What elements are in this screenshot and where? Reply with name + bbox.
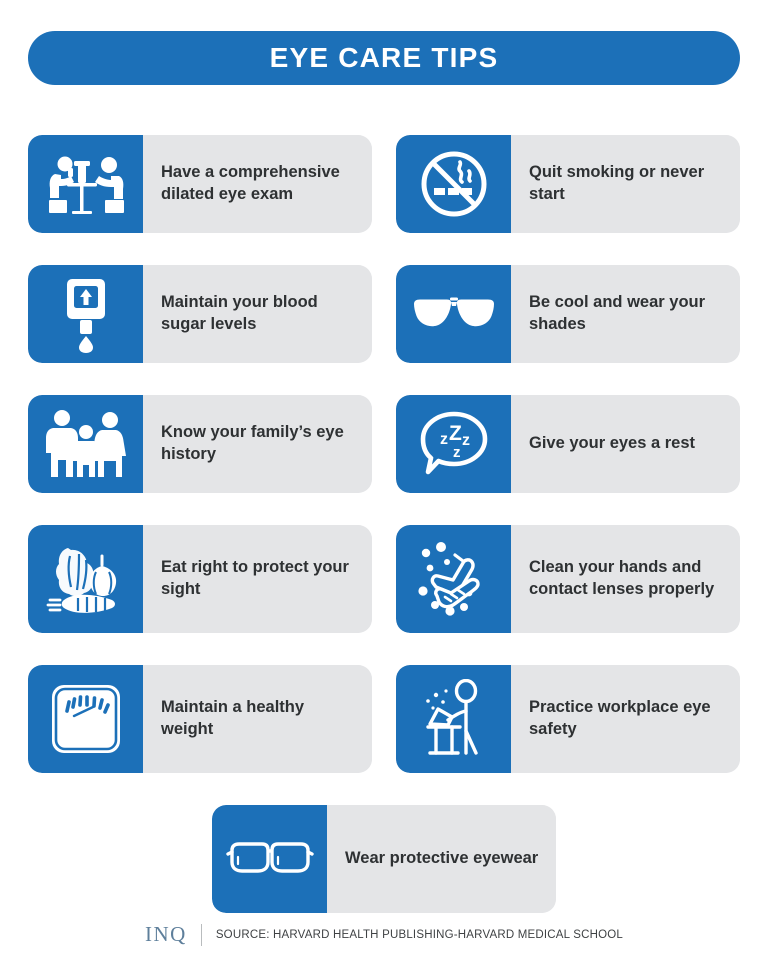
svg-text:z: z — [462, 432, 470, 449]
tip-text: Wear protective eyewear — [345, 849, 539, 868]
sleep-bubble-icon: z Z z z — [396, 395, 511, 493]
inq-logo: INQ — [144, 922, 187, 946]
workplace-safety-icon — [396, 665, 511, 773]
footer-source-text: SOURCE: HARVARD HEALTH PUBLISHING-HARVAR… — [215, 928, 623, 941]
tip-card-protective-eyewear[interactable]: Wear protective eyewear — [212, 805, 556, 913]
tip-card-body: Be cool and wear your shades — [511, 265, 740, 363]
tip-card-workplace-safety[interactable]: Practice workplace eye safety — [396, 665, 740, 773]
tip-card-body: Know your family’s eye history — [143, 395, 372, 493]
tip-card-body: Quit smoking or never start — [511, 135, 740, 233]
tip-card-body: Maintain your blood sugar levels — [143, 265, 372, 363]
tip-text: Be cool and wear your shades — [529, 293, 706, 333]
tips-row: Have a comprehensive dilated eye exam — [28, 135, 740, 233]
weight-scale-icon — [28, 665, 143, 773]
tip-card-body: Practice workplace eye safety — [511, 665, 740, 773]
eye-exam-icon — [28, 135, 143, 233]
sunglasses-icon — [396, 265, 511, 363]
page-title: EYE CARE TIPS — [269, 42, 499, 73]
tips-row: Maintain your blood sugar levels — [28, 265, 740, 363]
tip-card-healthy-weight[interactable]: Maintain a healthy weight — [28, 665, 372, 773]
tip-card-eye-exam[interactable]: Have a comprehensive dilated eye exam — [28, 135, 372, 233]
vegetables-icon — [28, 525, 143, 633]
tip-card-blood-sugar[interactable]: Maintain your blood sugar levels — [28, 265, 372, 363]
hand-washing-icon — [396, 525, 511, 633]
tip-card-body: Have a comprehensive dilated eye exam — [143, 135, 372, 233]
header-banner: EYE CARE TIPS — [28, 31, 740, 85]
tip-card-eat-right[interactable]: Eat right to protect your sight — [28, 525, 372, 633]
safety-glasses-icon — [212, 805, 327, 913]
tips-row: Know your family’s eye history z Z z z — [28, 395, 740, 493]
family-icon — [28, 395, 143, 493]
tip-card-eye-rest[interactable]: z Z z z Give your eyes a rest — [396, 395, 740, 493]
tip-text: Maintain your blood sugar levels — [161, 293, 318, 333]
tip-text: Know your family’s eye history — [161, 423, 344, 463]
tip-card-family-history[interactable]: Know your family’s eye history — [28, 395, 372, 493]
tip-text: Have a comprehensive dilated eye exam — [161, 163, 340, 203]
tip-text: Eat right to protect your sight — [161, 558, 349, 598]
footer-divider — [200, 923, 202, 946]
tip-text: Clean your hands and contact lenses prop… — [529, 558, 715, 598]
tip-text: Give your eyes a rest — [529, 434, 696, 453]
tip-card-body: Give your eyes a rest — [511, 395, 740, 493]
tips-row: Maintain a healthy weight — [28, 665, 740, 773]
tip-card-no-smoking[interactable]: Quit smoking or never start — [396, 135, 740, 233]
tip-card-body: Eat right to protect your sight — [143, 525, 372, 633]
tips-grid: Have a comprehensive dilated eye exam — [28, 135, 740, 913]
tips-row: Wear protective eyewear — [28, 805, 740, 913]
tip-card-body: Clean your hands and contact lenses prop… — [511, 525, 740, 633]
tip-card-body: Maintain a healthy weight — [143, 665, 372, 773]
footer: INQ SOURCE: HARVARD HEALTH PUBLISHING-HA… — [0, 922, 768, 947]
tip-text: Quit smoking or never start — [529, 163, 705, 203]
tip-card-clean-hands[interactable]: Clean your hands and contact lenses prop… — [396, 525, 740, 633]
svg-text:z: z — [453, 444, 461, 461]
glucose-meter-icon — [28, 265, 143, 363]
tip-card-body: Wear protective eyewear — [327, 805, 556, 913]
tip-text: Maintain a healthy weight — [161, 698, 305, 738]
tip-card-sunglasses[interactable]: Be cool and wear your shades — [396, 265, 740, 363]
svg-text:Z: Z — [449, 422, 462, 445]
tip-text: Practice workplace eye safety — [529, 698, 711, 738]
svg-text:z: z — [440, 431, 448, 448]
no-smoking-icon — [396, 135, 511, 233]
tips-row: Eat right to protect your sight — [28, 525, 740, 633]
